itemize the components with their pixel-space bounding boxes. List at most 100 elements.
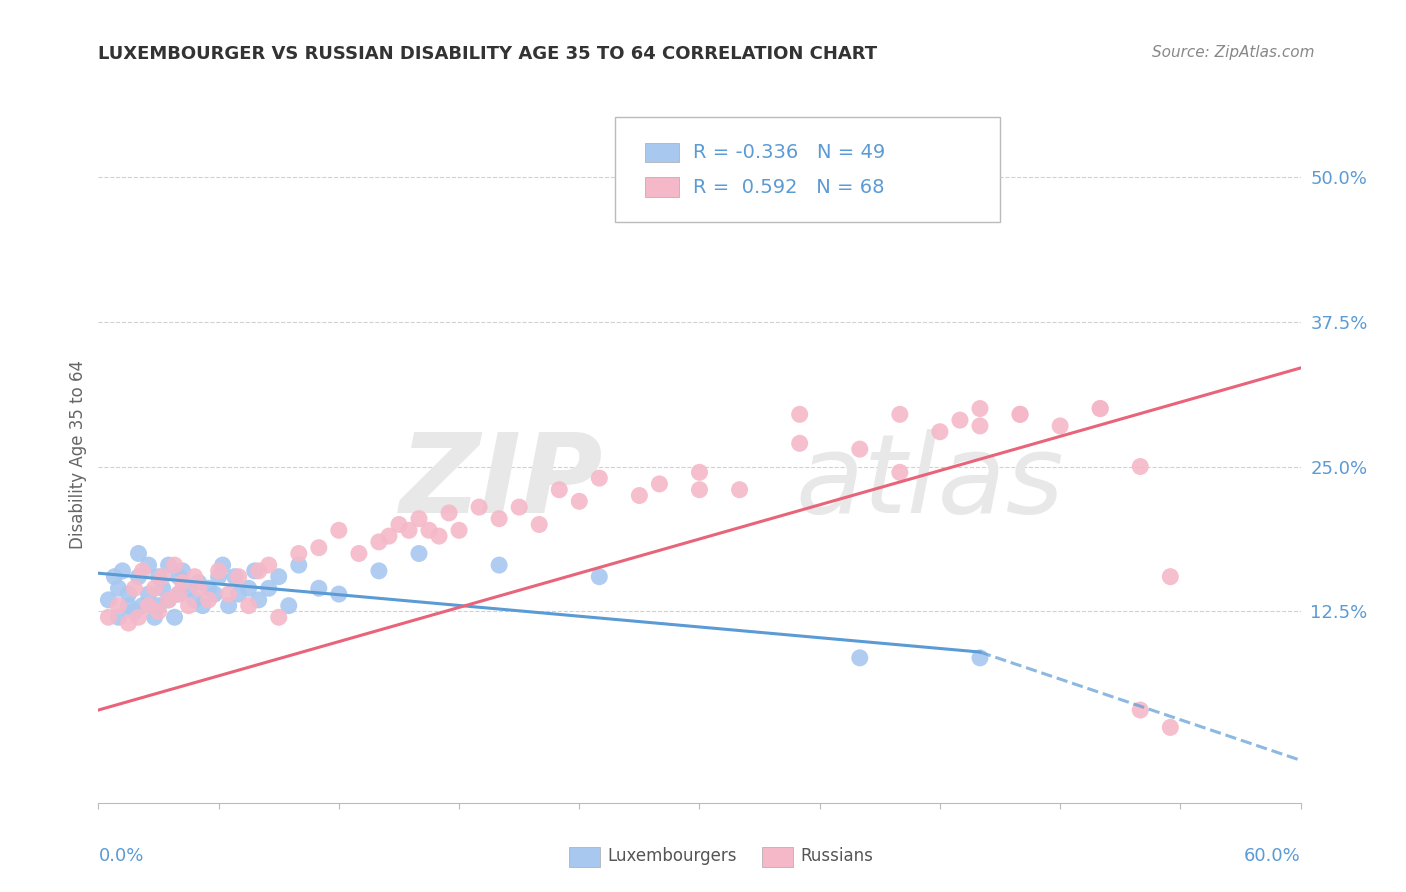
- Point: [138, 599, 160, 613]
- Point: [111, 564, 134, 578]
- Point: [177, 582, 200, 596]
- Point: [288, 546, 311, 561]
- Point: [197, 592, 219, 607]
- Text: R =  0.592   N = 68: R = 0.592 N = 68: [693, 178, 884, 196]
- Point: [588, 471, 610, 485]
- Point: [1129, 459, 1152, 474]
- Text: Russians: Russians: [800, 847, 873, 865]
- Point: [789, 407, 811, 422]
- Point: [408, 546, 430, 561]
- Point: [238, 599, 260, 613]
- Point: [1010, 407, 1032, 422]
- Y-axis label: Disability Age 35 to 64: Disability Age 35 to 64: [69, 360, 87, 549]
- Point: [117, 615, 139, 630]
- Point: [191, 599, 214, 613]
- Point: [97, 610, 120, 624]
- Point: [228, 587, 250, 601]
- Point: [138, 587, 160, 601]
- Point: [849, 442, 872, 457]
- Point: [388, 517, 411, 532]
- Point: [368, 564, 391, 578]
- Point: [328, 587, 350, 601]
- Point: [568, 494, 591, 508]
- Point: [1088, 401, 1111, 416]
- Point: [247, 564, 270, 578]
- Point: [1049, 419, 1071, 434]
- Point: [124, 582, 146, 596]
- FancyBboxPatch shape: [616, 118, 1000, 222]
- Point: [157, 592, 180, 607]
- Point: [508, 500, 530, 514]
- Point: [418, 523, 440, 537]
- Point: [969, 651, 991, 665]
- FancyBboxPatch shape: [645, 143, 679, 162]
- Point: [148, 605, 170, 619]
- Point: [1088, 401, 1111, 416]
- Point: [288, 558, 311, 573]
- Point: [117, 599, 139, 613]
- Point: [177, 599, 200, 613]
- Text: Luxembourgers: Luxembourgers: [607, 847, 737, 865]
- Point: [138, 558, 160, 573]
- Point: [187, 582, 209, 596]
- Point: [267, 570, 290, 584]
- Point: [187, 575, 209, 590]
- Point: [128, 570, 150, 584]
- Point: [488, 558, 510, 573]
- Point: [224, 570, 246, 584]
- Point: [728, 483, 751, 497]
- Text: ZIP: ZIP: [399, 429, 603, 536]
- Point: [143, 582, 166, 596]
- Point: [849, 651, 872, 665]
- Point: [152, 582, 174, 596]
- Point: [548, 483, 571, 497]
- Point: [167, 570, 190, 584]
- Point: [347, 546, 370, 561]
- Point: [131, 599, 153, 613]
- Point: [437, 506, 460, 520]
- Point: [157, 592, 180, 607]
- Point: [889, 407, 911, 422]
- Point: [468, 500, 491, 514]
- Point: [308, 582, 330, 596]
- Point: [124, 605, 146, 619]
- Point: [167, 587, 190, 601]
- Point: [103, 570, 125, 584]
- Point: [267, 610, 290, 624]
- Point: [243, 564, 266, 578]
- Point: [197, 582, 219, 596]
- Point: [1010, 407, 1032, 422]
- Point: [218, 599, 240, 613]
- Point: [183, 570, 205, 584]
- Point: [1159, 721, 1181, 735]
- Point: [308, 541, 330, 555]
- Text: 60.0%: 60.0%: [1244, 847, 1301, 865]
- Point: [228, 570, 250, 584]
- Text: Source: ZipAtlas.com: Source: ZipAtlas.com: [1152, 45, 1315, 60]
- Point: [218, 587, 240, 601]
- Point: [131, 564, 153, 578]
- Point: [688, 466, 710, 480]
- Text: 0.0%: 0.0%: [98, 847, 143, 865]
- Point: [247, 592, 270, 607]
- Point: [969, 419, 991, 434]
- Text: atlas: atlas: [796, 429, 1064, 536]
- Point: [128, 610, 150, 624]
- Point: [368, 534, 391, 549]
- Point: [929, 425, 952, 439]
- Point: [167, 587, 190, 601]
- Point: [447, 523, 470, 537]
- Point: [588, 570, 610, 584]
- Point: [148, 570, 170, 584]
- Point: [427, 529, 450, 543]
- Point: [889, 466, 911, 480]
- Point: [204, 587, 226, 601]
- Point: [128, 546, 150, 561]
- Point: [148, 599, 170, 613]
- Point: [1159, 570, 1181, 584]
- Point: [257, 582, 280, 596]
- Point: [143, 610, 166, 624]
- Point: [529, 517, 551, 532]
- Point: [208, 564, 231, 578]
- Point: [172, 575, 194, 590]
